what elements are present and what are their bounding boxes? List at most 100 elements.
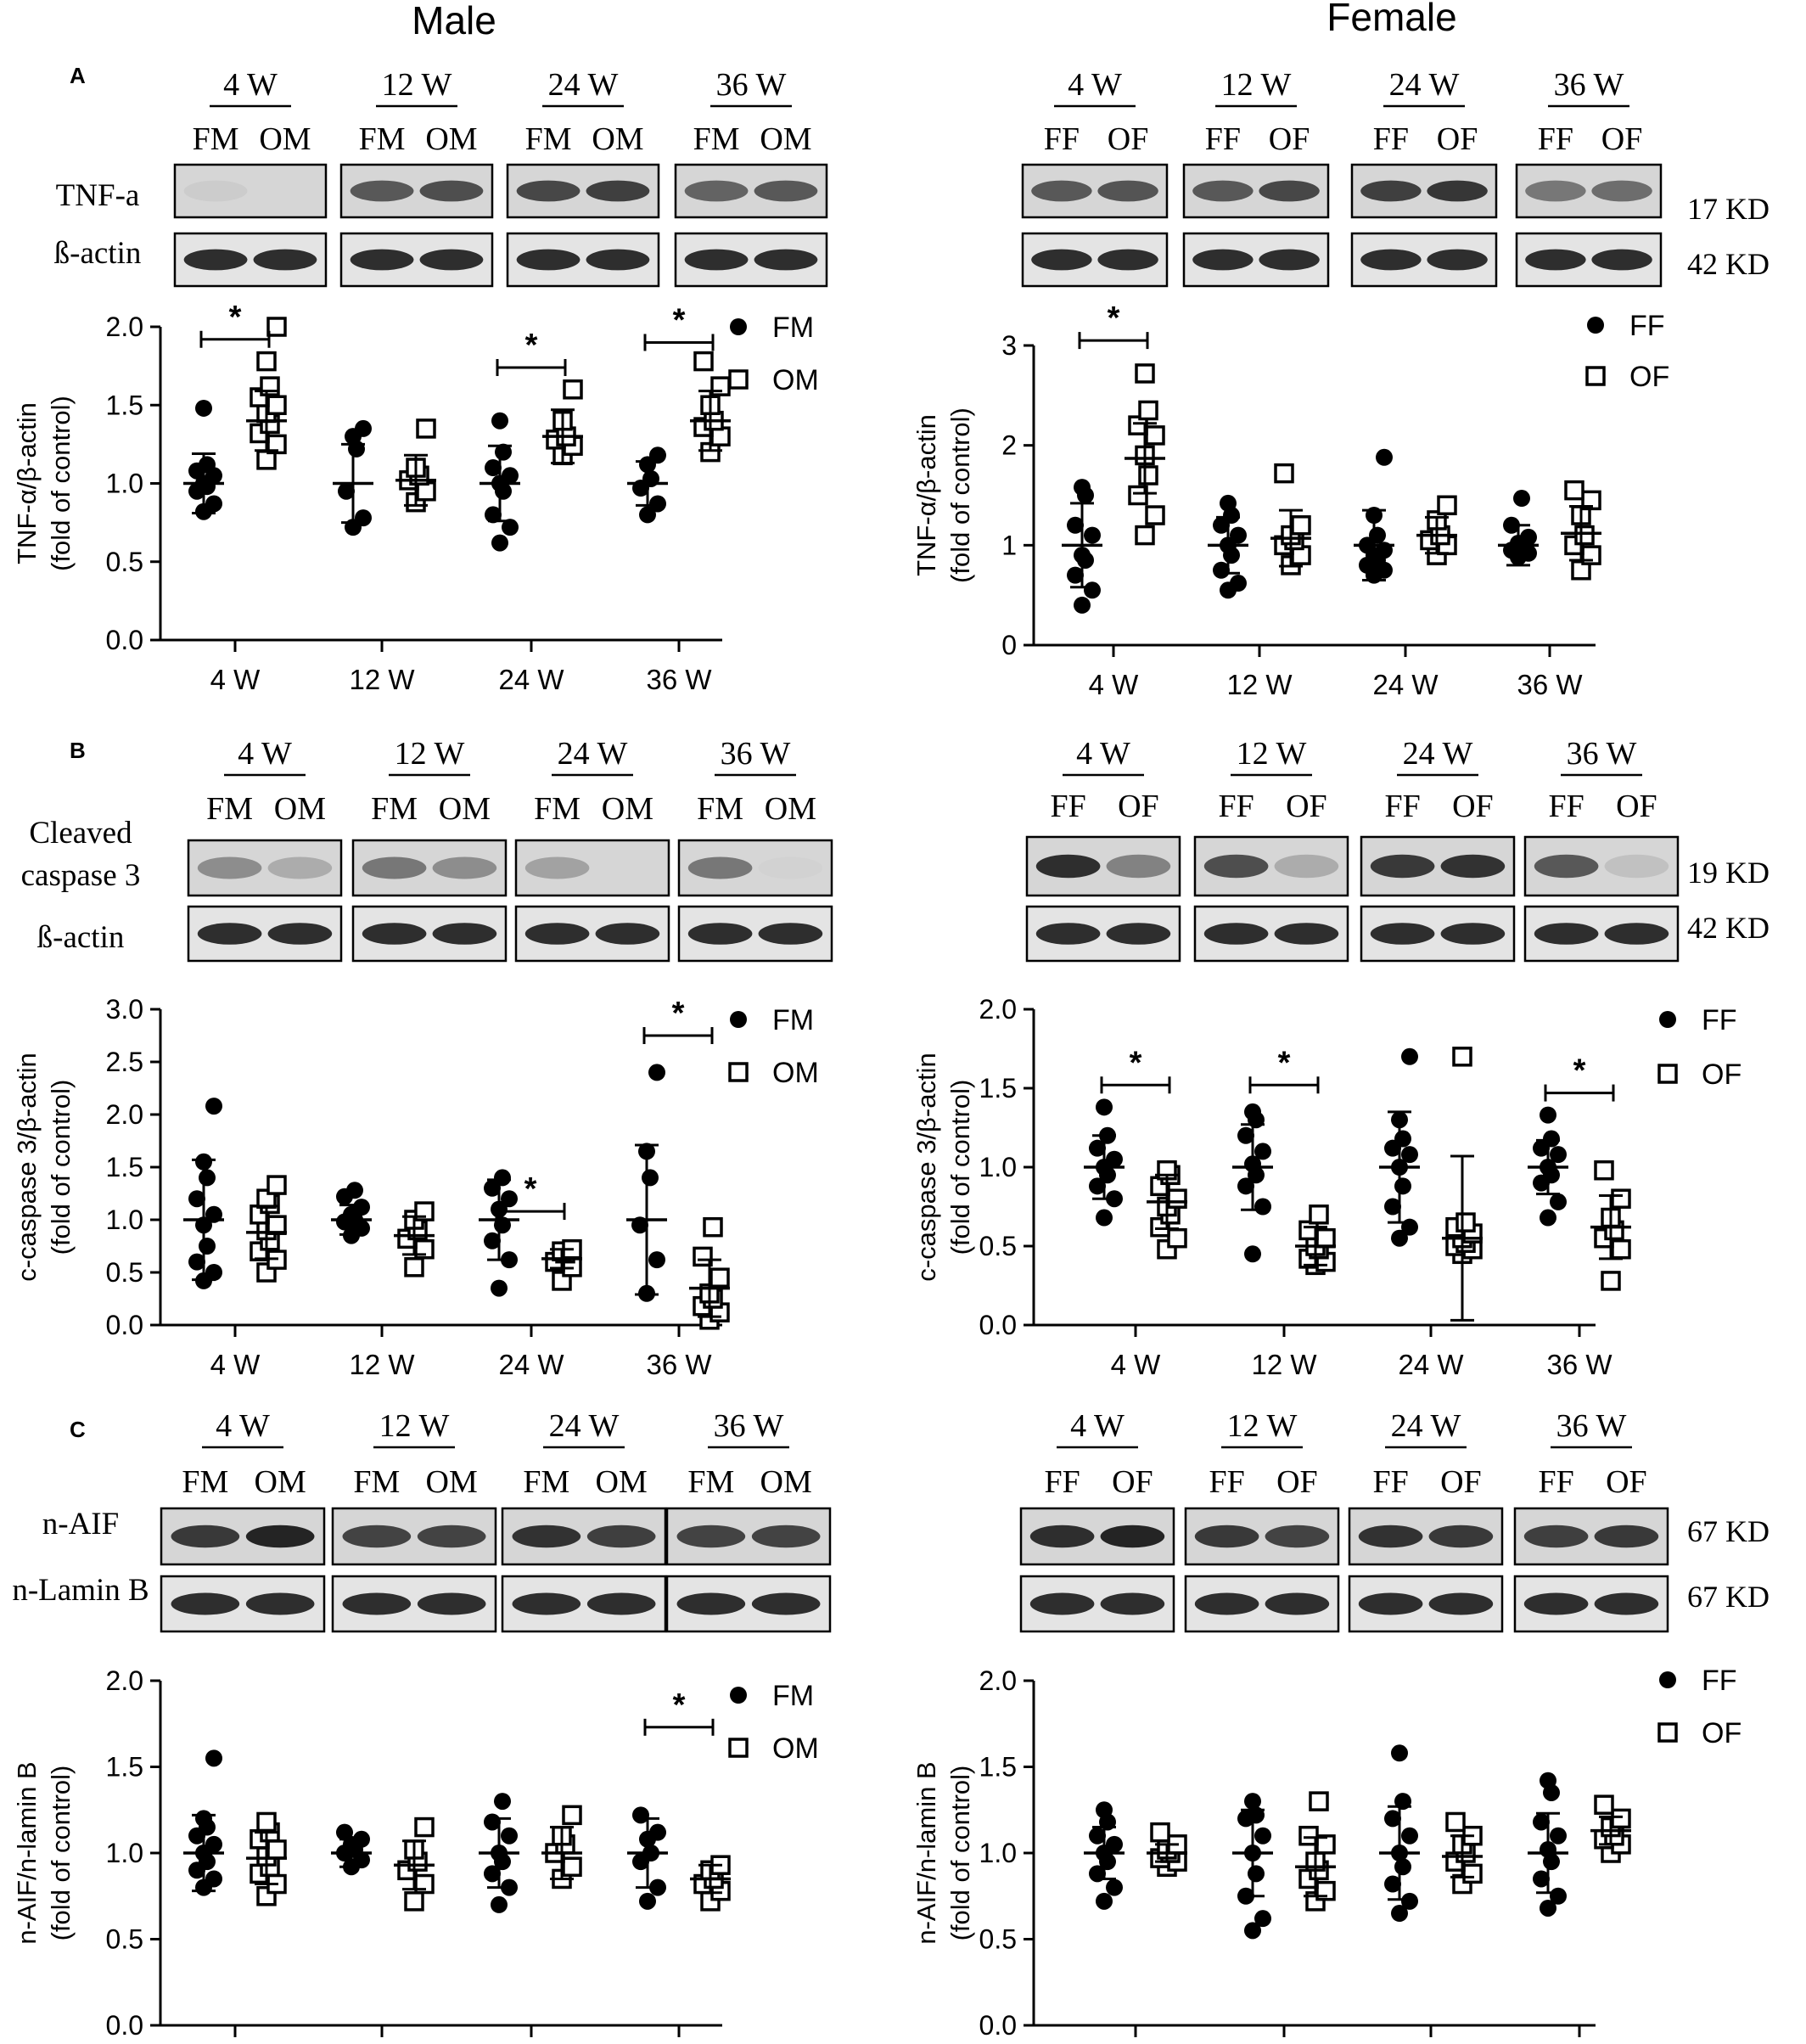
- data-point-ff: [1401, 1047, 1418, 1065]
- x-tick-label: 24 W: [498, 1349, 564, 1380]
- blot-band: [1097, 180, 1158, 202]
- blot-timepoint-label: 4 W: [1070, 1408, 1125, 1444]
- data-point-ff: [1550, 1146, 1567, 1164]
- blot-lane-label: OF: [1118, 789, 1159, 824]
- y-tick-label: 1.5: [106, 1152, 143, 1182]
- data-point-om: [404, 1257, 424, 1278]
- blot-band: [1100, 1525, 1165, 1548]
- data-point-om: [693, 351, 714, 372]
- data-point-om: [266, 1175, 287, 1195]
- y-axis-title: n-AIF/n-lamin B: [911, 1761, 941, 1944]
- data-point-ff: [1384, 1875, 1401, 1893]
- y-tick-label: 1.0: [106, 469, 143, 499]
- data-point-ff: [1533, 1870, 1550, 1888]
- legend-marker-filled-circle: [1587, 317, 1604, 334]
- blot-row-label: caspase 3: [21, 858, 141, 893]
- y-tick-label: 0.5: [979, 1924, 1017, 1955]
- data-point-fm: [502, 467, 519, 485]
- data-point-ff: [1540, 1772, 1556, 1789]
- legend-marker-filled-circle: [1659, 1671, 1676, 1688]
- data-point-ff: [1244, 1245, 1261, 1263]
- data-point-of: [1167, 1188, 1187, 1209]
- legend-marker-open-square: [1657, 1064, 1678, 1084]
- data-point-fm: [491, 1895, 508, 1913]
- blot-band: [183, 249, 248, 271]
- blot-lane-label: FF: [1373, 121, 1409, 157]
- blot-size-label: 17 KD: [1687, 192, 1770, 226]
- y-tick-label: 1.5: [106, 1752, 143, 1783]
- blot-timepoint-label: 36 W: [714, 1408, 784, 1444]
- panel-label-c: C: [70, 1417, 86, 1442]
- legend-marker-filled-circle: [730, 1011, 747, 1028]
- data-point-fm: [346, 1182, 363, 1199]
- blot-timepoint-label: 24 W: [548, 67, 619, 103]
- y-axis-title: TNF-α/β-actin: [911, 414, 941, 576]
- data-point-ff: [1254, 1198, 1271, 1216]
- blot-lane-label: OM: [425, 121, 477, 157]
- y-tick-label: 1: [1001, 530, 1017, 560]
- data-point-ff: [1230, 575, 1247, 592]
- blot-band: [1440, 854, 1506, 879]
- data-point-fm: [205, 1098, 222, 1115]
- x-tick-label: 36 W: [646, 664, 712, 695]
- y-tick-label: 0.0: [979, 2010, 1017, 2041]
- data-point-of: [1167, 1227, 1187, 1249]
- blot-lane-label: FM: [353, 1464, 400, 1500]
- y-tick-label: 0.0: [106, 2010, 143, 2041]
- data-point-fm: [484, 1865, 501, 1883]
- blot-band: [758, 856, 823, 879]
- blot-band: [417, 1592, 486, 1615]
- blot-lane-label: FF: [1384, 789, 1420, 824]
- blot-band: [1265, 1592, 1330, 1615]
- data-point-ff: [1089, 1827, 1106, 1845]
- blot-lane-label: FF: [1548, 789, 1584, 824]
- legend-label: FF: [1702, 1665, 1737, 1697]
- blot-timepoint-label: 12 W: [379, 1408, 450, 1444]
- blot-band: [586, 180, 650, 202]
- blot-band: [586, 249, 650, 271]
- data-point-ff: [1369, 526, 1386, 544]
- data-point-of: [1594, 1160, 1614, 1181]
- data-point-fm: [494, 1793, 511, 1811]
- data-point-fm: [188, 1190, 205, 1208]
- blot-band: [197, 923, 262, 945]
- blot-lane-label: OF: [1440, 1464, 1482, 1500]
- blot-lane-label: FF: [1044, 121, 1080, 157]
- blot-lane-label: OM: [259, 121, 311, 157]
- significance-marker: *: [1278, 1045, 1291, 1081]
- blot-band: [267, 856, 333, 879]
- blot-band: [432, 856, 497, 879]
- blot-row-label: TNF-a: [56, 178, 140, 213]
- data-point-fm: [484, 1232, 501, 1249]
- significance-marker: *: [1108, 300, 1120, 336]
- x-tick-label: 4 W: [1089, 669, 1140, 700]
- data-point-ff: [1376, 448, 1393, 466]
- y-axis-subtitle: (fold of control): [46, 1766, 76, 1941]
- legend-marker-open-square: [728, 1062, 749, 1082]
- data-point-fm: [205, 1264, 222, 1281]
- x-tick-label: 4 W: [1111, 1349, 1162, 1380]
- data-point-fm: [648, 1251, 665, 1269]
- data-point-ff: [1543, 1130, 1560, 1148]
- data-point-fm: [649, 1823, 666, 1841]
- x-tick-label: 4 W: [210, 1349, 261, 1380]
- x-tick-label: 12 W: [349, 1349, 415, 1380]
- blot-timepoint-label: 24 W: [1391, 1408, 1461, 1444]
- data-point-fm: [491, 534, 508, 552]
- blot-row-label: n-AIF: [42, 1507, 119, 1541]
- data-point-fm: [205, 495, 222, 513]
- blot-lane-label: FM: [697, 791, 743, 827]
- blot-band: [171, 1525, 240, 1548]
- data-point-ff: [1084, 526, 1101, 544]
- blot-size-label: 67 KD: [1687, 1514, 1770, 1548]
- legend-marker-open-square: [1657, 1722, 1678, 1743]
- data-point-of: [1291, 515, 1311, 536]
- data-point-of: [1581, 490, 1601, 511]
- legend-label: FM: [772, 1004, 814, 1036]
- blot-band: [350, 249, 414, 271]
- blot-band: [1591, 180, 1652, 202]
- data-point-of: [1309, 1204, 1329, 1225]
- blot-lane-label: FF: [1205, 121, 1241, 157]
- blot-lane-label: FM: [525, 121, 572, 157]
- blot-timepoint-label: 36 W: [1567, 736, 1637, 772]
